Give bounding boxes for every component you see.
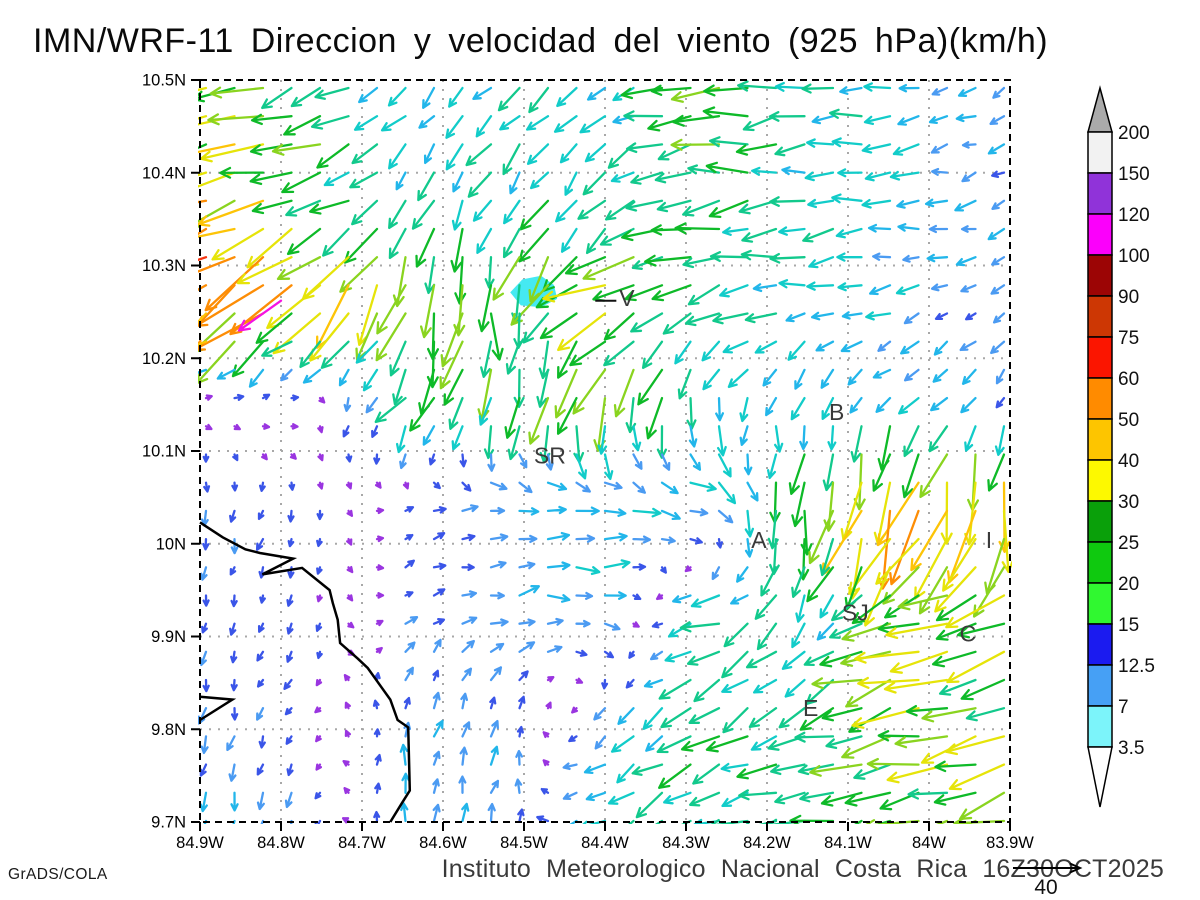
colorbar-label: 20: [1118, 574, 1139, 595]
gridlines: [200, 80, 1010, 822]
x-tick-label: 84.2W: [743, 834, 791, 852]
colorbar-band: [1087, 336, 1113, 379]
station-labels: V SR B A I SJ C E: [534, 285, 992, 721]
x-tick-label: 84.1W: [824, 834, 872, 852]
coastline-spit: [199, 695, 237, 722]
colorbar-label: 40: [1118, 451, 1139, 472]
colorbar-label: 25: [1118, 533, 1139, 554]
colorbar: 200 150 120 100 90 75 60 50 40 30 25 20 15 12.5 7 3.5: [1087, 85, 1155, 808]
station-label-sj: SJ: [842, 599, 869, 625]
y-tick-label: 9.7N: [151, 814, 186, 832]
x-tick-label: 84.7W: [338, 834, 386, 852]
station-label-i: I: [986, 527, 992, 553]
colorbar-band: [1087, 172, 1113, 215]
colorbar-band: [1087, 254, 1113, 297]
colorbar-label: 120: [1118, 205, 1150, 226]
colorbar-label: 12.5: [1118, 656, 1155, 677]
colorbar-label: 75: [1118, 328, 1139, 349]
station-label-b: B: [829, 399, 844, 425]
colorbar-label: 7: [1118, 697, 1129, 718]
colorbar-band: [1087, 295, 1113, 338]
axes: 84.9W 84.8W 84.7W 84.6W 84.5W 84.4W 84.3W 84.2W…: [142, 72, 1034, 853]
chart-title: IMN/WRF-11 Direccion y velocidad del vie…: [33, 22, 1049, 60]
station-label-sr: SR: [534, 443, 566, 469]
colorbar-band: [1087, 459, 1113, 502]
station-label-c: C: [960, 621, 977, 647]
x-tick-label: 84.4W: [581, 834, 629, 852]
station-label-e: E: [803, 695, 818, 721]
y-tick-label: 10.1N: [142, 443, 186, 461]
station-label-a: A: [751, 527, 767, 553]
colorbar-label: 200: [1118, 123, 1150, 144]
x-tick-label: 84.5W: [500, 834, 548, 852]
y-tick-label: 9.8N: [151, 721, 186, 739]
colorbar-band: [1087, 500, 1113, 543]
colorbar-band: [1087, 582, 1113, 625]
colorbar-below-arrow: [1087, 746, 1113, 808]
y-tick-label: 10N: [156, 535, 186, 553]
y-tick-label: 10.2N: [142, 350, 186, 368]
colorbar-label: 60: [1118, 369, 1139, 390]
x-tick-label: 83.9W: [986, 834, 1034, 852]
colorbar-label: 150: [1118, 164, 1150, 185]
colorbar-label: 50: [1118, 410, 1139, 431]
coastline: [199, 521, 412, 823]
colorbar-band: [1087, 541, 1113, 584]
y-tick-label: 10.4N: [142, 164, 186, 182]
colorbar-band: [1087, 705, 1113, 748]
caption: Instituto Meteorologico Nacional Costa R…: [441, 855, 1164, 883]
colorbar-label: 3.5: [1118, 738, 1144, 759]
colorbar-label: 90: [1118, 287, 1139, 308]
colorbar-band: [1087, 418, 1113, 461]
x-tick-label: 84.8W: [257, 834, 305, 852]
colorbar-band: [1087, 623, 1113, 666]
colorbar-label: 15: [1118, 615, 1139, 636]
wind-vectors: [198, 80, 1012, 824]
x-tick-label: 84W: [912, 834, 946, 852]
grads-credit: GrADS/COLA: [8, 866, 108, 883]
colorbar-above-arrow: [1087, 85, 1113, 133]
x-tick-label: 84.9W: [176, 834, 224, 852]
colorbar-label: 30: [1118, 492, 1139, 513]
colorbar-band: [1087, 664, 1113, 707]
colorbar-band: [1087, 213, 1113, 256]
station-label-v: V: [619, 285, 635, 311]
y-tick-label: 10.3N: [142, 257, 186, 275]
x-tick-label: 84.3W: [662, 834, 710, 852]
y-tick-label: 9.9N: [151, 628, 186, 646]
colorbar-band: [1087, 377, 1113, 420]
x-tick-label: 84.6W: [419, 834, 467, 852]
shaded-cyan-patch: [510, 275, 558, 308]
colorbar-band: [1087, 131, 1113, 174]
colorbar-label: 100: [1118, 246, 1150, 267]
plot-frame: [199, 79, 1011, 823]
y-tick-label: 10.5N: [142, 72, 186, 90]
